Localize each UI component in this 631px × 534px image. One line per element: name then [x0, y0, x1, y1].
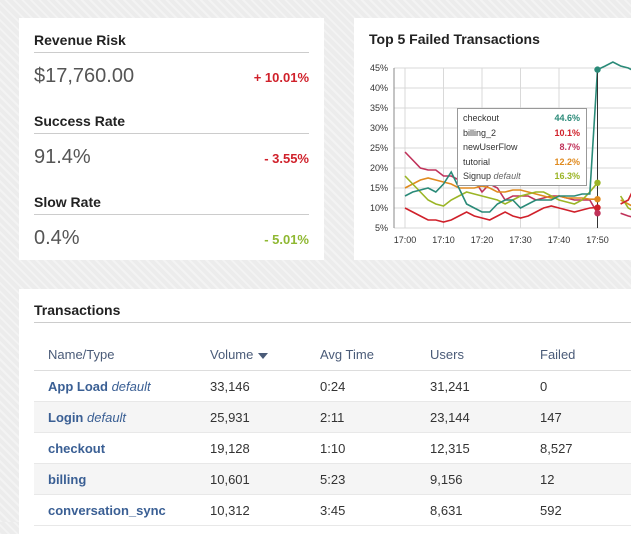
- column-header-failed[interactable]: Failed: [526, 339, 631, 371]
- tooltip-series-value: 8.7%: [559, 140, 580, 155]
- column-header-avg-time[interactable]: Avg Time: [306, 339, 416, 371]
- cell-failed: 8,527: [526, 433, 631, 464]
- tooltip-series-name: billing_2: [463, 126, 496, 141]
- metric-revenue-risk: Revenue Risk $17,760.00 + 10.01%: [34, 32, 309, 53]
- tooltip-series-name: Signup default: [463, 169, 521, 184]
- transaction-name-link[interactable]: App Load default: [34, 371, 196, 402]
- y-tick-label: 30%: [370, 123, 388, 133]
- transactions-title: Transactions: [34, 302, 120, 318]
- metric-delta: + 10.01%: [254, 70, 309, 85]
- tooltip-row: checkout 44.6%: [458, 111, 586, 126]
- cell-users: 31,241: [416, 371, 526, 402]
- y-tick-label: 20%: [370, 163, 388, 173]
- series-point: [594, 204, 600, 210]
- y-tick-label: 5%: [375, 223, 388, 233]
- cell-failed: 12: [526, 464, 631, 495]
- series-point: [594, 210, 600, 216]
- cell-volume: 33,146: [196, 371, 306, 402]
- cell-failed: 0: [526, 371, 631, 402]
- y-tick-label: 10%: [370, 203, 388, 213]
- sort-desc-icon: [258, 353, 268, 359]
- tooltip-row: tutorial 12.2%: [458, 155, 586, 170]
- series-point: [594, 196, 600, 202]
- x-tick-label: 17:20: [471, 235, 494, 245]
- metrics-card: Revenue Risk $17,760.00 + 10.01% Success…: [19, 18, 324, 260]
- cell-users: 8,631: [416, 495, 526, 526]
- transaction-name-link[interactable]: conversation_sync: [34, 495, 196, 526]
- transaction-type: default: [87, 410, 126, 425]
- cell-volume: 10,312: [196, 495, 306, 526]
- failed-transactions-chart-card: Top 5 Failed Transactions 5%10%15%20%25%…: [354, 18, 631, 260]
- y-tick-label: 35%: [370, 103, 388, 113]
- transaction-type: default: [112, 379, 151, 394]
- tooltip-series-value: 16.3%: [554, 169, 580, 184]
- transaction-name-link[interactable]: billing: [34, 464, 196, 495]
- metric-title: Slow Rate: [34, 194, 309, 215]
- tooltip-series-value: 44.6%: [554, 111, 580, 126]
- transactions-card: Transactions Name/Type Volume Avg Time U…: [19, 289, 631, 534]
- y-tick-label: 45%: [370, 63, 388, 73]
- chart-tooltip: checkout 44.6% billing_2 10.1% newUserFlow 8.…: [457, 108, 587, 186]
- metric-delta: - 3.55%: [264, 151, 309, 166]
- tooltip-series-value: 12.2%: [554, 155, 580, 170]
- y-tick-label: 40%: [370, 83, 388, 93]
- column-header-users[interactable]: Users: [416, 339, 526, 371]
- x-tick-label: 17:50: [586, 235, 609, 245]
- tooltip-series-name: newUserFlow: [463, 140, 518, 155]
- transaction-name-link[interactable]: checkout: [34, 433, 196, 464]
- cell-users: 23,144: [416, 402, 526, 433]
- tooltip-series-name: checkout: [463, 111, 499, 126]
- tooltip-series-value: 10.1%: [554, 126, 580, 141]
- metric-value: 0.4%: [34, 227, 80, 250]
- cell-avg: 2:11: [306, 402, 416, 433]
- metric-success-rate: Success Rate 91.4% - 3.55%: [34, 113, 309, 134]
- tooltip-row: Signup default 16.3%: [458, 169, 586, 184]
- x-tick-label: 17:40: [548, 235, 571, 245]
- transactions-table: Name/Type Volume Avg Time Users Failed A…: [34, 339, 631, 526]
- y-tick-label: 15%: [370, 183, 388, 193]
- metric-title: Success Rate: [34, 113, 309, 134]
- column-header-name[interactable]: Name/Type: [34, 339, 196, 371]
- series-point: [594, 180, 600, 186]
- table-header-row: Name/Type Volume Avg Time Users Failed: [34, 339, 631, 371]
- metric-value: 91.4%: [34, 146, 91, 169]
- cell-users: 12,315: [416, 433, 526, 464]
- cell-volume: 25,931: [196, 402, 306, 433]
- transaction-name-link[interactable]: Login default: [34, 402, 196, 433]
- title-divider: [34, 322, 631, 323]
- tooltip-row: newUserFlow 8.7%: [458, 140, 586, 155]
- metric-delta: - 5.01%: [264, 232, 309, 247]
- cell-volume: 10,601: [196, 464, 306, 495]
- metric-slow-rate: Slow Rate 0.4% - 5.01%: [34, 194, 309, 215]
- cell-failed: 592: [526, 495, 631, 526]
- x-tick-label: 17:10: [432, 235, 455, 245]
- metric-value: $17,760.00: [34, 65, 134, 88]
- x-tick-label: 17:30: [509, 235, 532, 245]
- cell-volume: 19,128: [196, 433, 306, 464]
- x-tick-label: 17:00: [394, 235, 417, 245]
- series-point: [594, 66, 600, 72]
- cell-avg: 3:45: [306, 495, 416, 526]
- cell-avg: 0:24: [306, 371, 416, 402]
- tooltip-series-name: tutorial: [463, 155, 490, 170]
- y-tick-label: 25%: [370, 143, 388, 153]
- column-header-volume[interactable]: Volume: [196, 339, 306, 371]
- cell-users: 9,156: [416, 464, 526, 495]
- cell-avg: 5:23: [306, 464, 416, 495]
- cell-avg: 1:10: [306, 433, 416, 464]
- tooltip-row: billing_2 10.1%: [458, 126, 586, 141]
- cell-failed: 147: [526, 402, 631, 433]
- metric-title: Revenue Risk: [34, 32, 309, 53]
